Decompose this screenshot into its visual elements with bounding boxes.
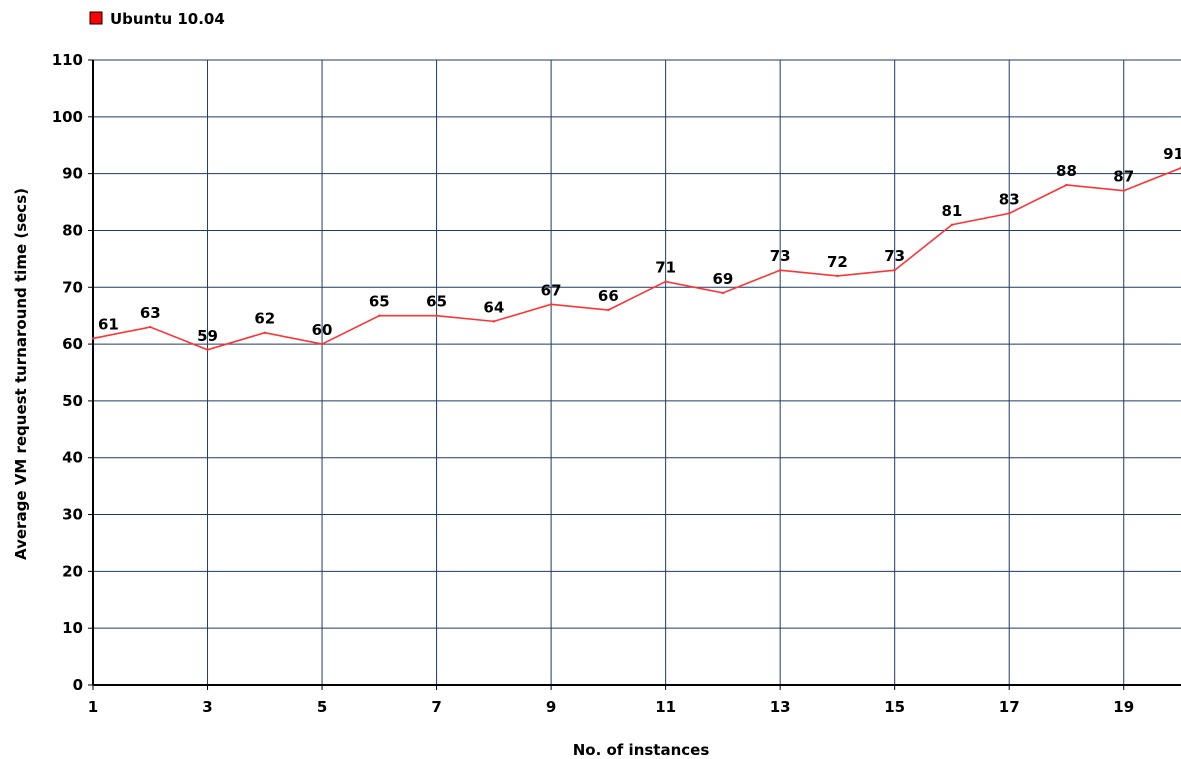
data-point [435, 314, 438, 317]
data-label: 64 [483, 298, 504, 316]
legend-swatch [89, 11, 103, 25]
data-point [206, 348, 209, 351]
x-tick-label: 15 [884, 698, 905, 716]
y-tick-labels: 0 10 20 30 40 50 60 70 80 90 100 110 [52, 51, 83, 694]
data-point [320, 342, 324, 346]
legend: Ubuntu 10.04 [89, 10, 225, 28]
data-point [893, 269, 896, 272]
data-label: 72 [827, 253, 848, 271]
axes [88, 59, 1181, 690]
data-label: 65 [369, 293, 390, 311]
legend-label: Ubuntu 10.04 [110, 10, 225, 28]
x-tick-label: 5 [317, 698, 327, 716]
data-point [492, 320, 496, 323]
y-tick-label: 20 [62, 562, 83, 580]
data-point [721, 291, 725, 295]
data-point [836, 274, 839, 278]
y-tick-label: 40 [62, 449, 83, 467]
data-label: 88 [1056, 162, 1077, 180]
data-label: 60 [312, 321, 333, 339]
data-label: 65 [426, 293, 447, 311]
y-tick-label: 80 [62, 221, 83, 239]
data-label: 63 [140, 304, 161, 322]
x-tick-label: 13 [770, 698, 791, 716]
series-group [91, 166, 1181, 351]
x-tick-label: 7 [431, 698, 441, 716]
y-tick-label: 60 [62, 335, 83, 353]
data-point [149, 325, 152, 329]
y-tick-label: 10 [62, 619, 83, 637]
data-point [1122, 189, 1125, 192]
data-label: 66 [598, 287, 619, 305]
data-label: 87 [1113, 168, 1134, 186]
data-point [950, 223, 954, 226]
data-label: 61 [98, 315, 119, 333]
y-tick-label: 30 [62, 506, 83, 524]
data-point [378, 314, 381, 317]
data-label: 59 [197, 327, 218, 345]
y-tick-label: 100 [52, 108, 83, 126]
data-label: 73 [770, 247, 791, 265]
data-label: 83 [999, 190, 1020, 208]
x-tick-label: 3 [202, 698, 212, 716]
y-tick-label: 50 [62, 392, 83, 410]
data-point [664, 280, 667, 283]
x-tick-label: 11 [655, 698, 676, 716]
y-tick-label: 70 [62, 278, 83, 296]
data-point [607, 308, 610, 312]
data-point [549, 303, 553, 306]
y-axis-title: Average VM request turnaround time (secs… [12, 188, 30, 560]
x-tick-label: 17 [999, 698, 1020, 716]
x-axis-title: No. of instances [573, 741, 710, 759]
data-label: 91 [1163, 145, 1181, 163]
data-label: 67 [541, 281, 562, 299]
x-tick-label: 9 [546, 698, 556, 716]
data-label: 62 [254, 310, 275, 328]
y-tick-label: 110 [52, 51, 83, 69]
data-label: 73 [884, 247, 905, 265]
y-tick-label: 0 [73, 676, 83, 694]
y-tick-label: 90 [62, 165, 83, 183]
x-tick-labels: 1 3 5 7 9 11 13 15 17 19 [88, 698, 1134, 716]
data-labels: 61 63 59 62 60 65 65 64 67 66 71 69 73 72 73 81 83 88 87 91 [98, 145, 1181, 345]
x-tick-label: 1 [88, 698, 98, 716]
grid [93, 59, 1181, 685]
data-point [1065, 183, 1068, 187]
data-label: 69 [712, 270, 733, 288]
data-label: 71 [655, 259, 676, 277]
series-line [92, 167, 1181, 351]
data-point [1008, 212, 1011, 215]
data-point [91, 337, 95, 340]
data-point [263, 331, 266, 334]
data-point [778, 269, 782, 272]
data-label: 81 [942, 202, 963, 220]
x-tick-label: 19 [1113, 698, 1134, 716]
